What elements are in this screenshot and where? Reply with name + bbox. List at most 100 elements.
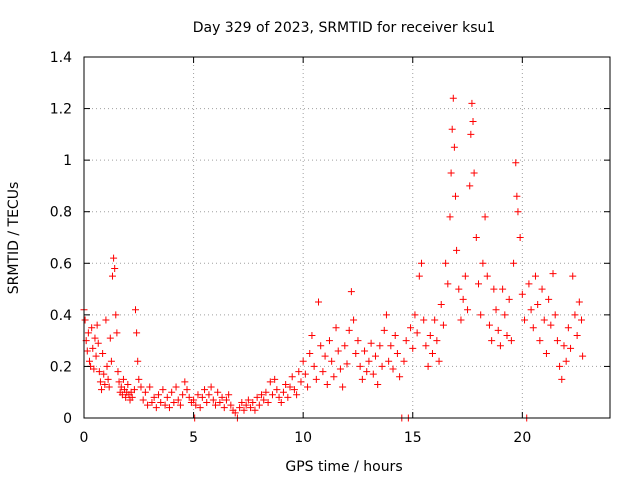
data-point [105,383,113,391]
data-point [571,311,579,319]
data-point [100,370,108,378]
data-point [553,337,561,345]
data-point [216,399,224,407]
data-point [378,362,386,370]
data-point [170,399,178,407]
data-point [115,378,123,386]
data-point [350,316,358,324]
data-point [161,401,169,409]
x-tick-label: 15 [404,430,422,446]
data-point [277,399,285,407]
data-point [336,365,344,373]
data-point [288,373,296,381]
data-point [551,311,559,319]
data-point [146,383,154,391]
data-point [446,213,454,221]
data-point [174,396,182,404]
data-point [363,368,371,376]
data-point [190,396,198,404]
data-point [433,337,441,345]
data-point [255,401,263,409]
data-point [529,324,537,332]
data-point [538,285,546,293]
data-point [361,347,369,355]
data-point [525,280,533,288]
data-point [181,378,189,386]
data-point [453,246,461,254]
data-point [402,337,410,345]
x-axis-label: GPS time / hours [285,459,402,475]
data-point [475,280,482,288]
data-point [382,311,390,319]
data-point [275,393,283,401]
data-point [279,388,287,396]
data-point [207,383,215,391]
data-point [306,350,314,358]
data-point [479,259,487,267]
data-point [389,365,397,373]
data-point [358,375,366,383]
data-point [411,311,419,319]
data-point [569,272,577,280]
data-point [113,329,121,337]
data-point [505,295,513,303]
data-point [332,324,340,332]
data-point [266,378,274,386]
data-point [444,280,452,288]
data-point [380,326,388,334]
data-point [466,182,474,190]
data-point [516,234,524,241]
data-point [297,378,305,386]
data-point [286,383,294,391]
data-point [347,288,355,296]
data-point [341,342,349,350]
data-point [510,259,518,267]
data-point [459,295,467,303]
data-point [371,352,379,360]
data-point [376,342,384,350]
data-point [295,368,303,376]
data-point [240,406,248,414]
data-point [98,386,106,394]
data-point [144,401,152,409]
data-point [527,306,535,314]
data-point [163,393,171,401]
data-point [85,357,93,365]
data-point [251,406,259,414]
data-point [264,399,272,407]
data-point [545,295,553,303]
data-point [451,192,459,200]
data-point [102,316,110,324]
data-point [490,285,498,293]
data-point [192,401,200,409]
data-point [249,399,257,407]
data-point [282,380,290,388]
data-point [492,306,500,314]
data-point [521,316,529,324]
data-point [354,337,362,345]
data-point [185,393,193,401]
data-point [369,370,377,378]
data-point [92,352,100,360]
data-point [315,298,323,306]
data-point [501,311,509,319]
data-point [468,99,476,107]
data-point [238,399,246,407]
data-point [449,94,457,102]
data-point [304,383,312,391]
data-point [152,404,160,412]
data-point [194,391,202,399]
data-point [293,391,301,399]
y-tick-label: 1.2 [50,102,72,118]
data-point [242,401,250,409]
data-point [231,409,239,417]
data-point [385,357,393,365]
data-point [179,391,187,399]
data-point [101,380,109,388]
data-point [494,326,502,334]
data-point [422,342,430,350]
data-point [503,331,511,339]
data-point [467,130,475,138]
data-point [396,373,404,381]
data-point [196,404,204,412]
